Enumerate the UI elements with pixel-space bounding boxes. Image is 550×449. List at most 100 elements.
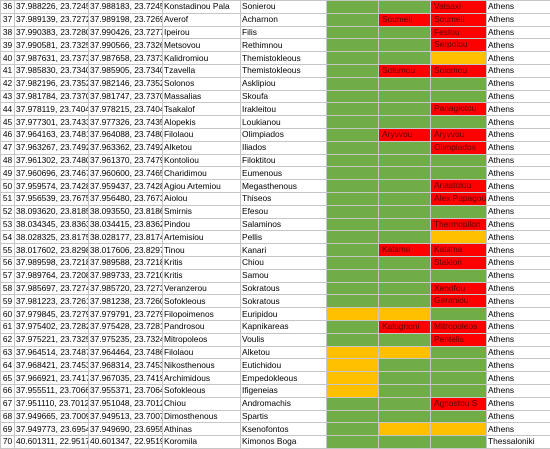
city-cell[interactable]: Athens <box>487 64 550 77</box>
status-g-cell[interactable] <box>431 269 487 282</box>
status-g-cell[interactable] <box>431 410 487 423</box>
status-f-cell[interactable] <box>379 116 431 129</box>
status-g-cell[interactable] <box>431 372 487 385</box>
coord-b-cell[interactable]: 37.968314, 23.745331 <box>89 359 163 372</box>
city-cell[interactable]: Athens <box>487 116 550 129</box>
street-1-cell[interactable]: Mitropoleos <box>163 333 241 346</box>
city-cell[interactable]: Athens <box>487 320 550 333</box>
street-1-cell[interactable]: Averof <box>163 13 241 26</box>
status-e-cell[interactable] <box>327 26 379 39</box>
street-2-cell[interactable]: Kapnikareas <box>241 320 327 333</box>
status-g-cell[interactable] <box>431 346 487 359</box>
status-e-cell[interactable] <box>327 231 379 244</box>
street-2-cell[interactable]: Efesou <box>241 205 327 218</box>
row-number[interactable]: 56 <box>1 256 15 269</box>
status-g-cell[interactable]: Stakion <box>431 256 487 269</box>
status-f-cell[interactable] <box>379 397 431 410</box>
street-2-cell[interactable]: Olimpiados <box>241 128 327 141</box>
status-g-cell[interactable]: Agnostou S <box>431 397 487 410</box>
status-f-cell[interactable] <box>379 384 431 397</box>
status-e-cell[interactable] <box>327 218 379 231</box>
coord-a-cell[interactable]: 37.966921, 23.741744 <box>15 372 89 385</box>
coord-a-cell[interactable]: 37.981223, 23.726190 <box>15 295 89 308</box>
status-e-cell[interactable] <box>327 154 379 167</box>
row-number[interactable]: 46 <box>1 128 15 141</box>
street-2-cell[interactable]: Alketou <box>241 346 327 359</box>
row-number[interactable]: 42 <box>1 77 15 90</box>
city-cell[interactable]: Athens <box>487 256 550 269</box>
coord-a-cell[interactable]: 40.601311, 22.951784 <box>15 436 89 449</box>
coord-a-cell[interactable]: 37.985830, 23.734096 <box>15 64 89 77</box>
coord-a-cell[interactable]: 38.093620, 23.818520 <box>15 205 89 218</box>
status-f-cell[interactable] <box>379 256 431 269</box>
street-2-cell[interactable]: Thiseos <box>241 192 327 205</box>
coord-b-cell[interactable]: 37.975428, 23.728108 <box>89 320 163 333</box>
coord-b-cell[interactable]: 37.967035, 23.741964 <box>89 372 163 385</box>
street-1-cell[interactable]: Tsakalof <box>163 103 241 116</box>
street-2-cell[interactable]: Kanari <box>241 244 327 257</box>
street-1-cell[interactable]: Konstadinou Pala <box>163 1 241 14</box>
status-f-cell[interactable] <box>379 77 431 90</box>
coord-a-cell[interactable]: 37.956539, 23.767544 <box>15 192 89 205</box>
city-cell[interactable]: Athens <box>487 333 550 346</box>
status-e-cell[interactable] <box>327 167 379 180</box>
street-2-cell[interactable]: Asklipiou <box>241 77 327 90</box>
status-f-cell[interactable]: Soumeli <box>379 13 431 26</box>
coord-b-cell[interactable]: 37.982146, 23.735253 <box>89 77 163 90</box>
street-2-cell[interactable]: Andromachis <box>241 397 327 410</box>
city-cell[interactable]: Athens <box>487 205 550 218</box>
coord-a-cell[interactable]: 38.034345, 23.836342 <box>15 218 89 231</box>
street-1-cell[interactable]: Tzavella <box>163 64 241 77</box>
row-number[interactable]: 47 <box>1 141 15 154</box>
street-1-cell[interactable]: Kritis <box>163 256 241 269</box>
street-1-cell[interactable]: Dimosthenous <box>163 410 241 423</box>
status-g-cell[interactable] <box>431 154 487 167</box>
city-cell[interactable]: Athens <box>487 13 550 26</box>
city-cell[interactable]: Athens <box>487 295 550 308</box>
street-1-cell[interactable]: Kalidromiou <box>163 52 241 65</box>
status-e-cell[interactable] <box>327 436 379 449</box>
city-cell[interactable]: Athens <box>487 308 550 321</box>
street-1-cell[interactable]: Filolaou <box>163 346 241 359</box>
status-e-cell[interactable] <box>327 282 379 295</box>
status-f-cell[interactable] <box>379 269 431 282</box>
street-2-cell[interactable]: Loukianou <box>241 116 327 129</box>
coord-a-cell[interactable]: 37.961302, 23.748012 <box>15 154 89 167</box>
coord-a-cell[interactable]: 38.017602, 23.829854 <box>15 244 89 257</box>
coord-b-cell[interactable]: 37.964088, 23.748005 <box>89 128 163 141</box>
coord-b-cell[interactable]: 37.987658, 23.737329 <box>89 52 163 65</box>
coord-b-cell[interactable]: 37.989733, 23.721013 <box>89 269 163 282</box>
status-e-cell[interactable] <box>327 52 379 65</box>
coord-b-cell[interactable]: 37.981747, 23.737007 <box>89 90 163 103</box>
status-f-cell[interactable] <box>379 423 431 436</box>
street-1-cell[interactable]: Charidimou <box>163 167 241 180</box>
street-1-cell[interactable]: Massalias <box>163 90 241 103</box>
row-number[interactable]: 67 <box>1 397 15 410</box>
street-2-cell[interactable]: Euripidou <box>241 308 327 321</box>
city-cell[interactable]: Athens <box>487 218 550 231</box>
street-2-cell[interactable]: Pellis <box>241 231 327 244</box>
coord-b-cell[interactable]: 37.975235, 23.732469 <box>89 333 163 346</box>
coord-a-cell[interactable]: 37.960696, 23.746717 <box>15 167 89 180</box>
row-number[interactable]: 62 <box>1 333 15 346</box>
coord-a-cell[interactable]: 37.955511, 23.706632 <box>15 384 89 397</box>
street-2-cell[interactable]: Empedokleous <box>241 372 327 385</box>
street-1-cell[interactable]: Alketou <box>163 141 241 154</box>
street-1-cell[interactable]: Solonos <box>163 77 241 90</box>
status-g-cell[interactable] <box>431 205 487 218</box>
coord-a-cell[interactable]: 37.964514, 23.748723 <box>15 346 89 359</box>
row-number[interactable]: 50 <box>1 180 15 193</box>
row-number[interactable]: 57 <box>1 269 15 282</box>
street-1-cell[interactable]: Artemisiou <box>163 231 241 244</box>
status-f-cell[interactable] <box>379 346 431 359</box>
coord-b-cell[interactable]: 37.955371, 23.706406 <box>89 384 163 397</box>
row-number[interactable]: 63 <box>1 346 15 359</box>
status-g-cell[interactable]: Kalama <box>431 244 487 257</box>
row-number[interactable]: 48 <box>1 154 15 167</box>
status-e-cell[interactable] <box>327 103 379 116</box>
coord-a-cell[interactable]: 37.987631, 23.737356 <box>15 52 89 65</box>
coord-b-cell[interactable]: 37.989588, 23.721880 <box>89 256 163 269</box>
street-1-cell[interactable]: Kritis <box>163 269 241 282</box>
status-f-cell[interactable] <box>379 282 431 295</box>
row-number[interactable]: 49 <box>1 167 15 180</box>
